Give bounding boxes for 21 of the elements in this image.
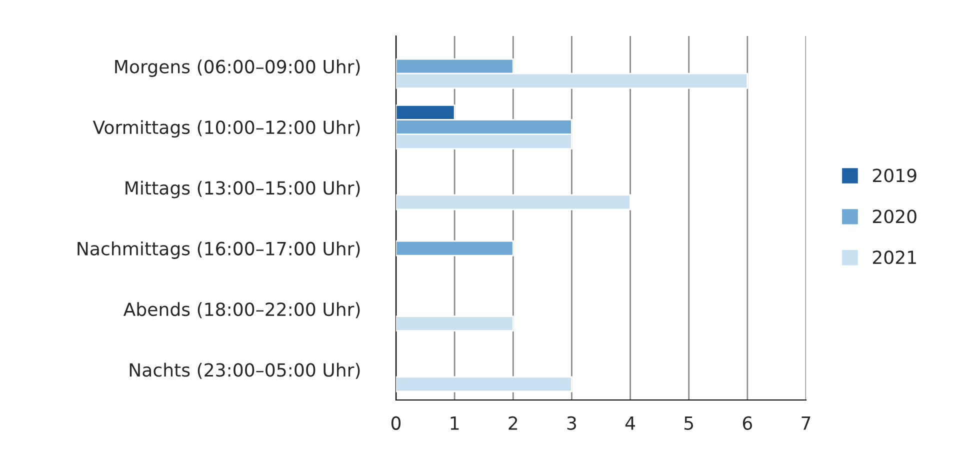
x-tick-label: 3 (567, 416, 576, 430)
legend-label: 2019 (872, 168, 916, 182)
bar (396, 240, 514, 256)
x-tick-label: 5 (684, 416, 694, 430)
x-tick-label: 2 (508, 416, 518, 430)
x-tick-label: 4 (625, 416, 636, 430)
x-tick-label: 6 (742, 416, 752, 430)
y-tick-label: Abends (18:00–22:00 Uhr) (123, 302, 360, 318)
y-tick-label: Mittags (13:00–15:00 Uhr) (126, 180, 360, 198)
y-tick-label: Nachmittags (16:00–17:00 Uhr) (78, 241, 360, 259)
bar (396, 376, 572, 392)
x-tick-label: 1 (450, 416, 459, 430)
legend-label: 2020 (872, 210, 916, 224)
x-tick-label: 7 (802, 416, 810, 430)
y-tick-label: Nachts (23:00–05:00 Uhr) (130, 362, 360, 379)
y-tick-label: Vormittags (10:00–12:00 Uhr) (92, 120, 360, 138)
x-tick-label: 0 (391, 416, 401, 430)
y-tick-label: Morgens (06:00–09:00 Uhr) (115, 59, 360, 77)
bar (396, 194, 631, 210)
bar (396, 316, 514, 332)
legend-label: 2021 (872, 250, 916, 264)
